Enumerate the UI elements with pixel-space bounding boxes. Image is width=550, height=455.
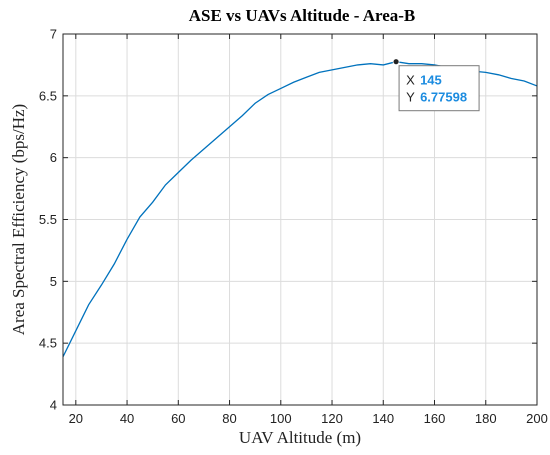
x-tick-label: 120 — [321, 411, 343, 426]
x-tick-label: 160 — [424, 411, 446, 426]
y-axis-label: Area Spectral Efficiency (bps/Hz) — [9, 104, 28, 335]
chart-title: ASE vs UAVs Altitude - Area-B — [189, 6, 416, 25]
x-tick-label: 20 — [69, 411, 83, 426]
x-tick-label: 140 — [372, 411, 394, 426]
y-tick-label: 5.5 — [39, 212, 57, 227]
x-tick-label: 40 — [120, 411, 134, 426]
x-tick-label: 100 — [270, 411, 292, 426]
x-tick-label: 60 — [171, 411, 185, 426]
plot-frame — [62, 33, 538, 406]
y-tick-label: 5 — [50, 274, 57, 289]
x-tick-label: 80 — [222, 411, 236, 426]
y-tick-label: 4.5 — [39, 336, 57, 351]
datatip-x-key: X — [406, 73, 415, 88]
datatip-y-value: 6.77598 — [420, 90, 467, 105]
x-tick-label: 180 — [475, 411, 497, 426]
y-tick-label: 4 — [50, 398, 57, 413]
y-tick-label: 7 — [50, 27, 57, 42]
y-tick-labels: 4 4.5 5 5.5 6 6.5 7 — [39, 27, 57, 413]
datatip-x-value: 145 — [420, 73, 442, 88]
datatip[interactable]: X 145 Y 6.77598 — [392, 58, 480, 112]
datatip-y-key: Y — [406, 90, 415, 105]
x-axis-label: UAV Altitude (m) — [239, 428, 361, 447]
x-tick-label: 200 — [526, 411, 548, 426]
x-tick-labels: 20 40 60 80 100 120 140 160 180 200 — [69, 411, 548, 426]
y-tick-label: 6 — [50, 150, 57, 165]
datatip-box — [398, 65, 480, 112]
datatip-marker[interactable] — [392, 58, 400, 66]
y-tick-label: 6.5 — [39, 88, 57, 103]
